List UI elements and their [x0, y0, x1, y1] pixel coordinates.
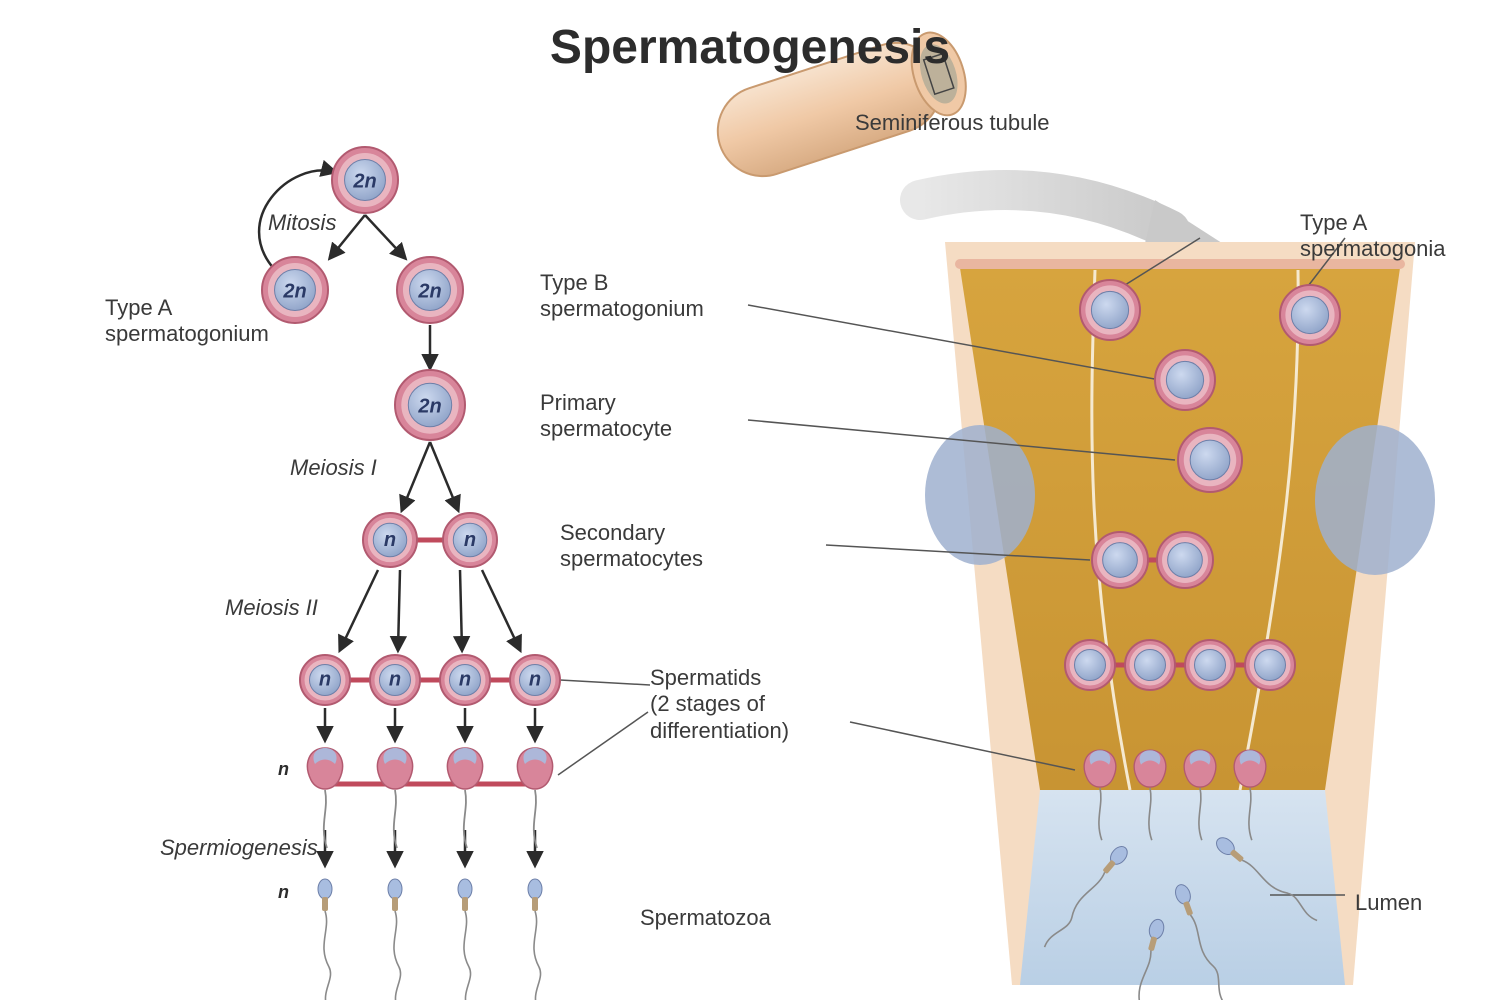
- label-secondary: Secondary spermatocytes: [560, 520, 703, 573]
- svg-text:2n: 2n: [282, 280, 306, 302]
- label-typeA: Type A spermatogonium: [105, 295, 269, 348]
- svg-text:2n: 2n: [352, 170, 376, 192]
- svg-text:n: n: [529, 669, 541, 691]
- label-typeA-right: Type A spermatogonia: [1300, 210, 1446, 263]
- svg-text:2n: 2n: [417, 396, 441, 418]
- svg-text:n: n: [278, 882, 289, 902]
- label-spermiogenesis: Spermiogenesis: [160, 835, 318, 861]
- svg-text:n: n: [389, 669, 401, 691]
- svg-text:n: n: [319, 669, 331, 691]
- svg-text:n: n: [459, 669, 471, 691]
- label-lumen: Lumen: [1355, 890, 1422, 916]
- page-title: Spermatogenesis: [0, 20, 1500, 75]
- label-mitosis: Mitosis: [268, 210, 336, 236]
- svg-text:n: n: [464, 529, 476, 551]
- diagram-stage: Spermatogenesis 2n 2n 2n 2n n n n n n n n n Mitosis…: [0, 0, 1500, 1000]
- label-primary: Primary spermatocyte: [540, 390, 672, 443]
- label-semtube: Seminiferous tubule: [855, 110, 1049, 136]
- label-spermatids: Spermatids (2 stages of differentiation): [650, 665, 789, 744]
- svg-text:2n: 2n: [417, 280, 441, 302]
- svg-text:n: n: [384, 529, 396, 551]
- label-spermatozoa: Spermatozoa: [640, 905, 771, 931]
- label-meiosis2: Meiosis II: [225, 595, 318, 621]
- svg-text:n: n: [278, 759, 289, 779]
- label-meiosis1: Meiosis I: [290, 455, 377, 481]
- label-typeB: Type B spermatogonium: [540, 270, 704, 323]
